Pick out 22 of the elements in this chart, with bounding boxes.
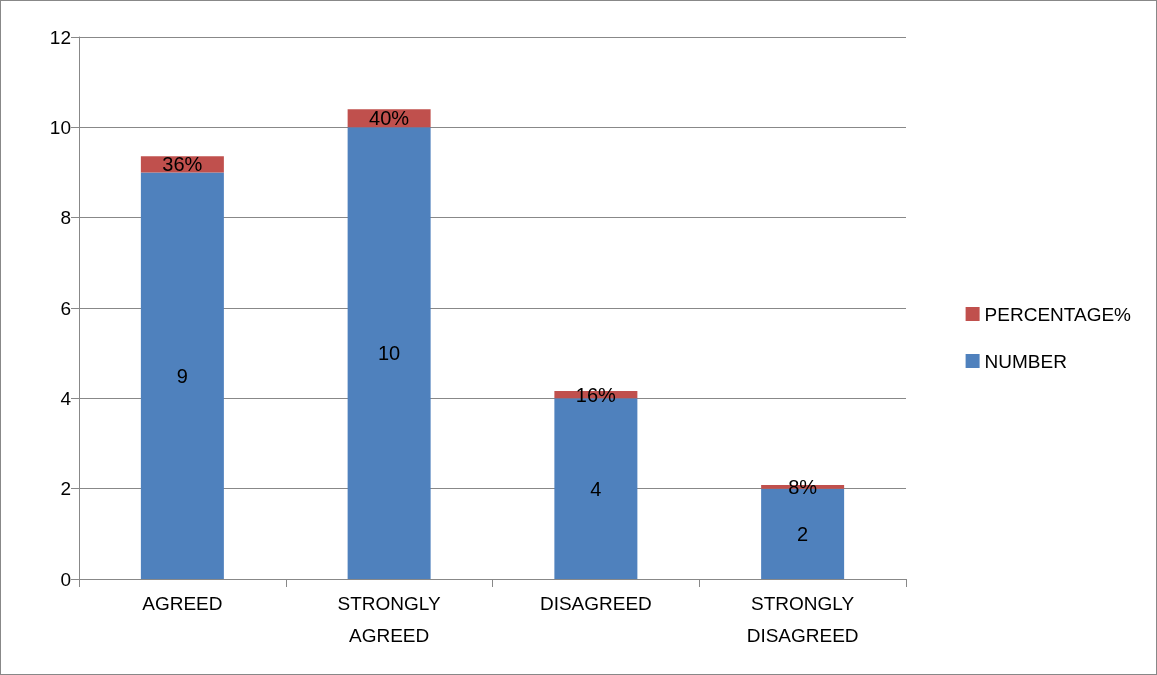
y-tick-label: 4 (60, 387, 72, 409)
legend-label: PERCENTAGE% (984, 303, 1132, 325)
bar (347, 127, 431, 579)
data-label: 40% (369, 107, 410, 130)
data-label: 4 (590, 477, 602, 500)
bar (140, 172, 224, 579)
x-tick-label: DISAGREED (539, 592, 652, 614)
legend-label: NUMBER (984, 350, 1067, 372)
y-tick-label: 6 (60, 297, 71, 319)
y-tick-label: 8 (60, 207, 71, 229)
data-label: 8% (788, 475, 818, 498)
y-tick-label: 10 (49, 116, 71, 138)
x-tick-label: STRONGLY AGREED (337, 592, 442, 646)
data-label: 2 (797, 522, 809, 545)
y-tick-label: 2 (60, 478, 71, 500)
x-tick-label: STRONGLY DISAGREED (746, 592, 859, 646)
data-label: 36% (162, 153, 203, 176)
y-tick-label: 12 (49, 26, 71, 48)
x-tick-label: AGREED (142, 592, 223, 614)
data-label: 10 (378, 342, 401, 365)
data-label: 9 (176, 364, 188, 387)
y-tick-label: 0 (60, 568, 71, 590)
